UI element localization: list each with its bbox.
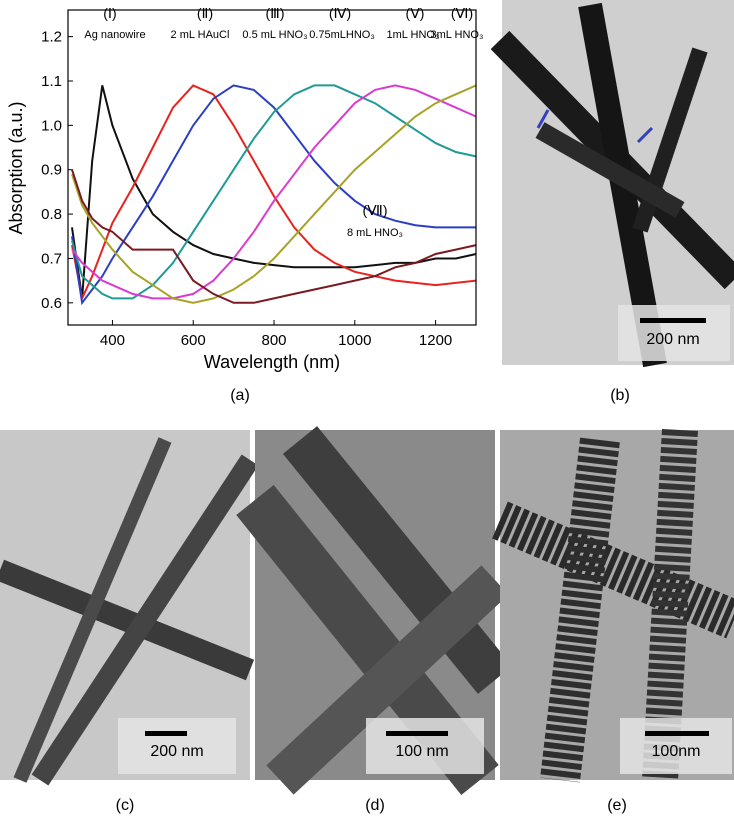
x-tick-label: 1000: [338, 332, 371, 349]
y-tick-label: 1.0: [41, 117, 62, 134]
y-tick-label: 0.8: [41, 206, 62, 223]
x-tick-label: 800: [262, 332, 287, 349]
tem-image-c: 200 nm: [0, 430, 250, 780]
x-tick-label: 1200: [419, 332, 452, 349]
x-tick-label: 600: [181, 332, 206, 349]
y-tick-label: 0.7: [41, 250, 62, 267]
series-numeral: (Ⅵ): [451, 5, 473, 21]
tem-image-e: 100nm: [500, 430, 734, 780]
y-tick-label: 1.2: [41, 29, 62, 46]
y-tick-label: 0.9: [41, 162, 62, 179]
scale-bar-label: 200 nm: [646, 331, 699, 348]
scale-bar-label: 100nm: [652, 743, 701, 760]
panel-label: (d): [365, 797, 385, 814]
y-axis-label: Absorption (a.u.): [6, 101, 26, 234]
y-tick-label: 1.1: [41, 73, 62, 90]
series-label: 0.75mLHNO₃: [309, 29, 375, 41]
scale-bar-label: 200 nm: [150, 743, 203, 760]
tem-image-b: 200 nm: [500, 0, 734, 365]
series-label: 2 mL HAuCl: [171, 29, 230, 41]
series-label: 3mL HNO₃: [431, 29, 484, 41]
x-tick-label: 400: [100, 332, 125, 349]
series-label: 0.5 mL HNO₃: [242, 29, 307, 41]
scale-bar-label: 100 nm: [395, 743, 448, 760]
series-label: Ag nanowire: [84, 29, 145, 41]
figure: 200 nm 200 nm 100 nm 100nm (a) (b) (c) (…: [0, 0, 734, 820]
y-tick-label: 0.6: [41, 295, 62, 312]
panel-label: (a): [230, 387, 250, 404]
series-numeral: (Ⅶ): [363, 202, 388, 218]
panel-label: (c): [116, 797, 135, 814]
series-numeral: (Ⅴ): [406, 5, 425, 21]
series-numeral: (Ⅱ): [197, 5, 213, 21]
tem-image-d: 100 nm: [255, 430, 495, 780]
x-axis-label: Wavelength (nm): [204, 352, 340, 372]
panel-label: (b): [610, 387, 630, 404]
series-label: 8 mL HNO₃: [347, 227, 403, 239]
panel-label: (e): [607, 797, 627, 814]
series-numeral: (Ⅳ): [329, 5, 351, 21]
series-numeral: (Ⅲ): [266, 5, 285, 21]
series-numeral: (Ⅰ): [103, 5, 116, 21]
